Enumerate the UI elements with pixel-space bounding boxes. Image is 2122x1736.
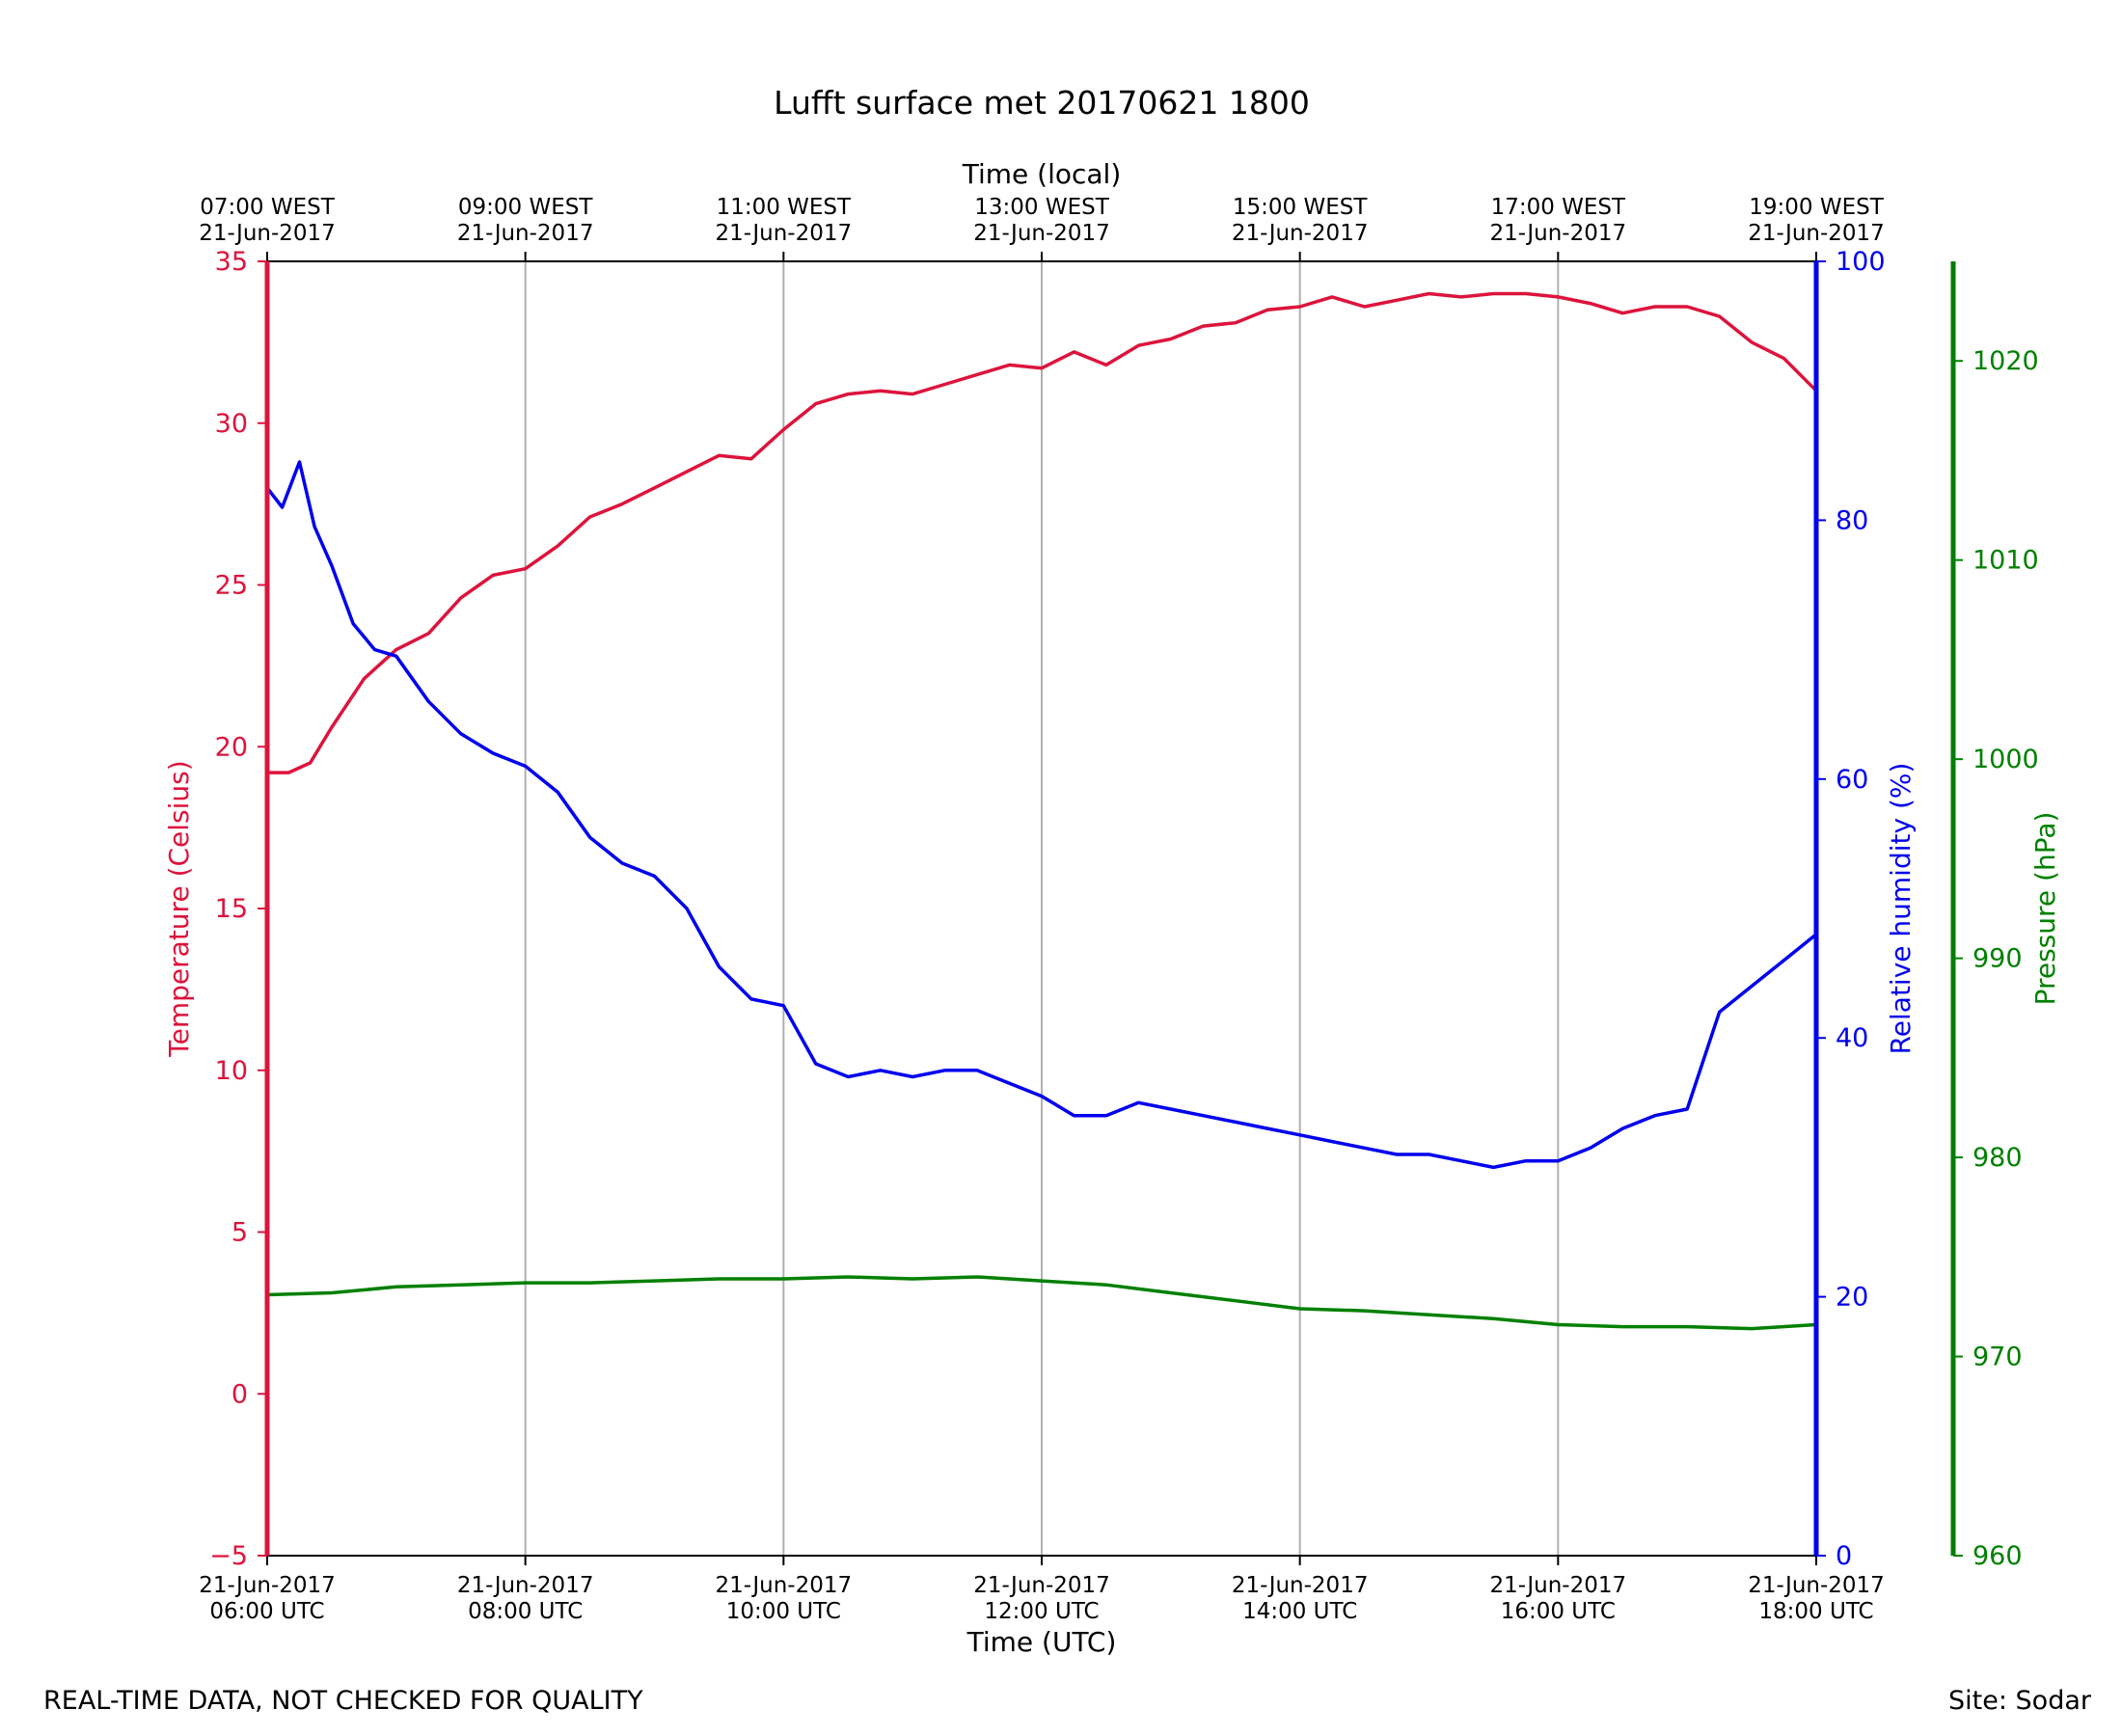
x2-tick-time: 15:00 WEST [1233,195,1368,220]
x-tick-time: 14:00 UTC [1242,1599,1357,1624]
temperature-series [266,291,1818,774]
x-tick-time: 16:00 UTC [1501,1599,1616,1624]
pressure-tick-label: 960 [1972,1541,2023,1571]
x2-tick-date: 21-Jun-2017 [1490,221,1627,246]
temperature-tick-label: 5 [231,1218,248,1248]
humidity-tick-label: 0 [1836,1541,1852,1571]
temperature-tick-label: −5 [209,1541,248,1571]
humidity-tick-label: 60 [1836,765,1868,795]
x-tick-date: 21-Jun-2017 [1748,1573,1885,1598]
temperature-tick-label: 10 [215,1056,248,1086]
humidity-axis-label: Relative humidity (%) [1885,763,1917,1055]
pressure-axis-label: Pressure (hPa) [2029,812,2061,1006]
humidity-tick-label: 100 [1836,247,1886,277]
pressure-tick-label: 970 [1972,1343,2023,1372]
x-tick-date: 21-Jun-2017 [973,1573,1110,1598]
pressure-series [266,1275,1817,1331]
temperature-tick-label: 15 [215,894,248,924]
site-label: Site: Sodar [1948,1686,2091,1716]
pressure-tick-label: 1010 [1972,546,2039,576]
pressure-tick-label: 1000 [1972,745,2039,774]
x-tick-date: 21-Jun-2017 [716,1573,853,1598]
humidity-series [265,460,1818,1170]
temperature-axis: −5 0 5 10 15 20 25 30 35 Temperature (Celsius) [163,247,270,1571]
humidity-axis: 0 20 40 60 80 100 Relative humidity (%) [1813,247,1917,1571]
quality-disclaimer: REAL-TIME DATA, NOT CHECKED FOR QUALITY [43,1686,643,1716]
x-tick-date: 21-Jun-2017 [1232,1573,1369,1598]
x2-tick-date: 21-Jun-2017 [1232,221,1369,246]
x2-tick-time: 11:00 WEST [717,195,852,220]
x-tick-time: 08:00 UTC [468,1599,583,1624]
x2-tick-time: 19:00 WEST [1749,195,1884,220]
x-tick-time: 18:00 UTC [1758,1599,1873,1624]
temperature-tick-label: 20 [215,732,248,762]
humidity-tick-label: 20 [1836,1283,1868,1313]
local-time-axis-label: Time (local) [962,158,1122,190]
humidity-tick-label: 80 [1836,505,1868,535]
x2-tick-date: 21-Jun-2017 [457,221,594,246]
pressure-tick-label: 1020 [1972,346,2039,376]
x-tick-time: 10:00 UTC [726,1599,841,1624]
x2-tick-time: 09:00 WEST [458,195,593,220]
x2-tick-date: 21-Jun-2017 [199,221,336,246]
series-layer [265,291,1818,1331]
x-tick-time: 06:00 UTC [209,1599,324,1624]
temperature-tick-label: 0 [231,1379,248,1409]
humidity-tick-label: 40 [1836,1023,1868,1053]
temperature-tick-label: 35 [215,247,248,277]
temperature-tick-label: 25 [215,571,248,601]
temperature-series-line [267,291,1818,774]
x2-tick-date: 21-Jun-2017 [1748,221,1885,246]
x2-tick-date: 21-Jun-2017 [973,221,1110,246]
x2-tick-time: 17:00 WEST [1491,195,1626,220]
pressure-tick-label: 980 [1972,1143,2023,1173]
x2-tick-time: 07:00 WEST [200,195,335,220]
gridlines [524,261,1560,1556]
x2-tick-date: 21-Jun-2017 [716,221,853,246]
temperature-tick-label: 30 [215,409,248,439]
pressure-axis: 960 970 980 990 1000 1010 1020 Pressure (hPa) [1950,261,2061,1571]
x-tick-date: 21-Jun-2017 [457,1573,594,1598]
x-tick-date: 21-Jun-2017 [199,1573,336,1598]
pressure-tick-label: 990 [1972,944,2023,974]
utc-time-axis-label: Time (UTC) [966,1626,1117,1658]
x-tick-time: 12:00 UTC [984,1599,1099,1624]
x-tick-date: 21-Jun-2017 [1490,1573,1627,1598]
humidity-series-line [265,460,1818,1170]
chart-title: Lufft surface met 20170621 1800 [774,84,1310,122]
x2-tick-time: 13:00 WEST [974,195,1109,220]
temperature-axis-label: Temperature (Celsius) [163,760,195,1057]
